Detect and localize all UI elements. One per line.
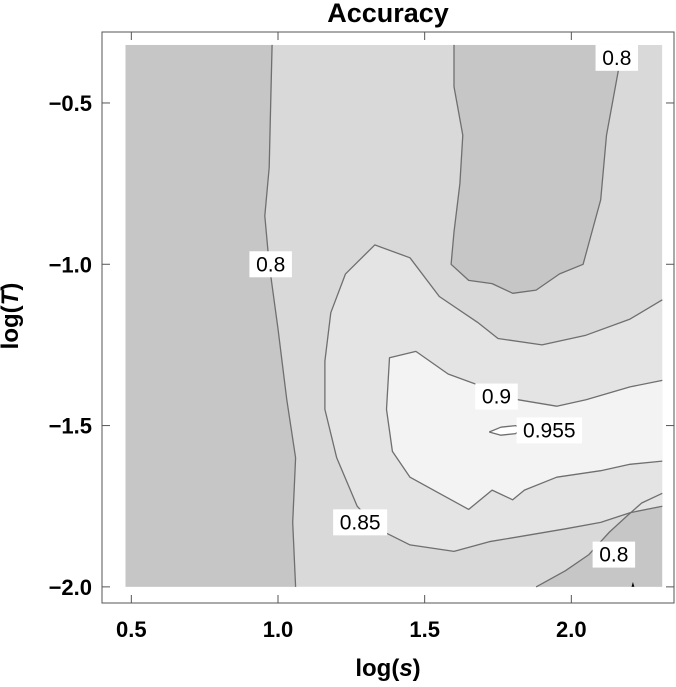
chart-title: Accuracy xyxy=(327,0,449,28)
x-tick-label: 0.5 xyxy=(116,617,147,642)
x-tick-label: 1.5 xyxy=(409,617,440,642)
contour-label: 0.955 xyxy=(516,417,583,444)
contour-label-text: 0.9 xyxy=(482,386,511,409)
contour-label-box xyxy=(595,44,639,71)
contour-label: 0.8 xyxy=(249,251,292,278)
y-axis-label-main: log( xyxy=(0,305,24,349)
contour-line-0.9 xyxy=(385,350,663,511)
x-axis-ticks: 0.5 1.0 1.5 2.0 xyxy=(116,32,587,642)
contour-label-box xyxy=(333,509,388,536)
contour-lines xyxy=(264,44,663,588)
y-axis-label-end: ) xyxy=(0,283,24,291)
y-axis-label: log(T) xyxy=(0,283,24,350)
contour-label: 0.85 xyxy=(333,509,388,536)
contour-label-text: 0.85 xyxy=(340,511,381,534)
contour-label-text: 0.955 xyxy=(523,419,576,442)
contour-label: 0.8 xyxy=(595,44,639,71)
contour-labels: 0.8 0.8 0.8 0.85 0.9 0.955 xyxy=(249,44,639,568)
y-tick-label: −2.0 xyxy=(49,575,92,600)
y-tick-label: −1.0 xyxy=(49,252,92,277)
contour-label: 0.8 xyxy=(592,541,636,568)
contour-label-box xyxy=(516,417,583,444)
plot-area xyxy=(125,44,663,587)
x-axis-label-end: ) xyxy=(413,655,421,682)
contour-label-box xyxy=(592,541,636,568)
contour-fills xyxy=(125,44,663,587)
contour-label-text: 0.8 xyxy=(602,47,631,70)
contour-line-0.8-bottom-right xyxy=(535,492,663,588)
y-axis-label-var: T xyxy=(0,288,24,305)
plot-frame xyxy=(101,31,675,604)
contour-label: 0.9 xyxy=(475,383,518,410)
contour-label-text: 0.8 xyxy=(599,544,628,567)
x-tick-label: 1.0 xyxy=(263,617,294,642)
y-axis-ticks: −0.5 −1.0 −1.5 −2.0 xyxy=(49,91,674,600)
x-tick-label: 2.0 xyxy=(556,617,587,642)
x-axis-label-var: s xyxy=(399,655,412,682)
x-axis-label-main: log( xyxy=(355,655,399,682)
region-dark-tip xyxy=(631,582,635,587)
contour-label-text: 0.8 xyxy=(256,253,285,276)
region-above-0.955 xyxy=(489,425,522,436)
y-tick-label: −1.5 xyxy=(49,414,92,439)
x-axis-label: log(s) xyxy=(355,655,420,682)
y-tick-label: −0.5 xyxy=(49,91,92,116)
region-below-0.8-top-right xyxy=(451,44,622,294)
contour-line-0.85 xyxy=(324,244,663,553)
contour-line-0.8-top-right xyxy=(450,44,622,294)
contour-label-box xyxy=(475,383,518,410)
contour-label-box xyxy=(249,251,292,278)
contour-line-0.8-left xyxy=(264,44,297,587)
region-below-0.8-left xyxy=(125,44,296,587)
